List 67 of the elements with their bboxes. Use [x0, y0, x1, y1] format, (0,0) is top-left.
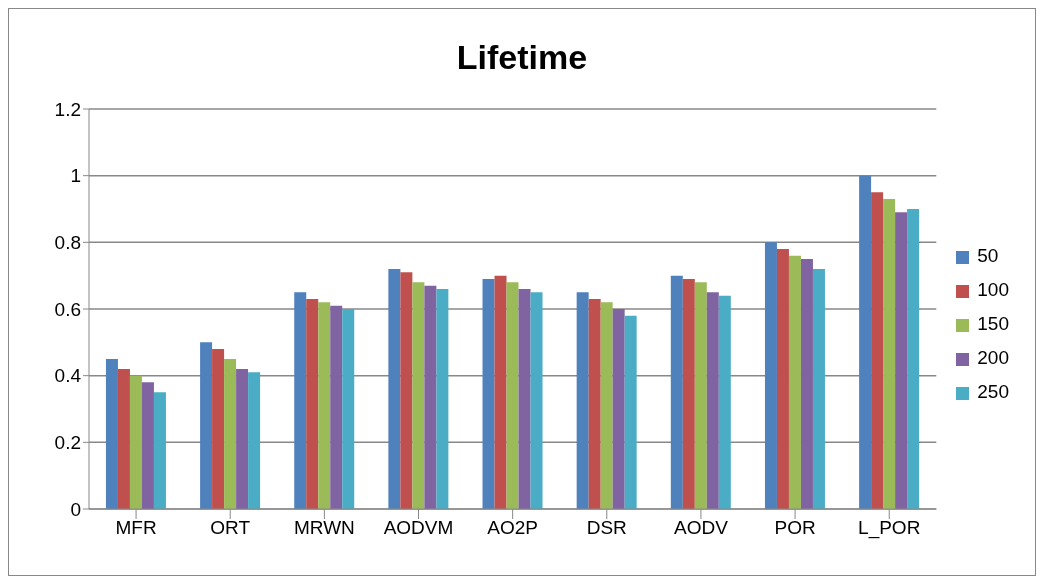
bar	[200, 342, 213, 509]
bar	[212, 349, 225, 509]
x-tick-label: AODV	[674, 517, 729, 539]
x-tick-label: AO2P	[487, 517, 538, 539]
bar	[706, 292, 719, 509]
bar	[141, 382, 154, 509]
legend-label: 50	[977, 245, 999, 266]
bar	[624, 315, 637, 509]
legend-label: 150	[977, 313, 1009, 334]
x-tick-label: L_POR	[858, 517, 921, 540]
bar	[482, 279, 495, 509]
y-tick-label: 0	[70, 498, 81, 520]
bar	[105, 359, 118, 509]
bar	[248, 372, 261, 509]
bar	[294, 292, 307, 509]
bar	[670, 275, 683, 509]
bar	[612, 309, 625, 509]
bar	[306, 299, 319, 509]
bar	[117, 369, 130, 509]
bar	[718, 295, 731, 509]
x-tick-label: AODVM	[383, 517, 454, 539]
y-tick-label: 0.8	[54, 232, 81, 254]
bar	[812, 269, 825, 509]
x-tick-label: MRWN	[293, 517, 355, 539]
bar	[871, 192, 884, 509]
chart-title: Lifetime	[455, 37, 589, 78]
bar	[518, 289, 531, 509]
bar	[776, 249, 789, 509]
bar	[800, 259, 813, 509]
bar	[576, 292, 589, 509]
bar	[883, 199, 896, 509]
bar	[694, 282, 707, 509]
bar	[530, 292, 543, 509]
bar	[342, 309, 355, 509]
bar	[895, 212, 908, 509]
x-tick-label: ORT	[210, 517, 251, 539]
y-tick-label: 0.4	[54, 365, 82, 387]
y-tick-label: 1	[70, 165, 81, 187]
bar	[424, 285, 437, 509]
bar	[764, 242, 777, 509]
bar	[388, 269, 401, 509]
bar	[588, 299, 601, 509]
bar	[330, 305, 343, 509]
bar	[907, 209, 920, 509]
bar	[600, 302, 613, 509]
y-tick-label: 0.2	[54, 432, 81, 454]
legend-label: 100	[977, 279, 1009, 300]
bar	[506, 282, 519, 509]
x-tick-label: POR	[774, 517, 816, 539]
bar	[412, 282, 425, 509]
y-tick-label: 0.6	[54, 298, 81, 320]
bar	[224, 359, 237, 509]
x-tick-label: MFR	[115, 517, 157, 539]
bar	[788, 255, 801, 509]
bar	[436, 289, 449, 509]
bar	[400, 272, 413, 509]
bar	[236, 369, 249, 509]
bar	[318, 302, 331, 509]
bar	[153, 392, 166, 509]
bar	[682, 279, 695, 509]
x-tick-label: DSR	[586, 517, 627, 539]
bar	[859, 175, 872, 509]
bar	[129, 375, 142, 509]
legend-label: 250	[977, 381, 1009, 402]
bar	[494, 275, 507, 509]
legend-label: 200	[977, 347, 1009, 368]
y-tick-label: 1.2	[54, 98, 81, 120]
